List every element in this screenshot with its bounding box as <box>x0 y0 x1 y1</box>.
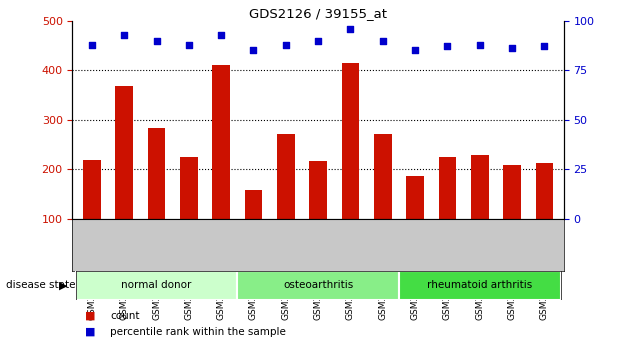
Point <box>442 44 452 49</box>
Bar <box>115 86 133 219</box>
Point <box>151 38 161 43</box>
Point <box>475 42 485 47</box>
Point <box>507 46 517 51</box>
Bar <box>147 128 166 219</box>
Point <box>87 42 97 47</box>
Point <box>248 48 258 53</box>
Text: rheumatoid arthritis: rheumatoid arthritis <box>427 280 532 290</box>
Bar <box>277 134 295 219</box>
Bar <box>238 271 399 300</box>
Bar <box>503 165 521 219</box>
Point <box>281 42 291 47</box>
Bar <box>471 155 489 219</box>
Bar <box>244 190 262 219</box>
Bar <box>536 163 553 219</box>
Point <box>313 38 323 43</box>
Text: ■: ■ <box>85 327 96 337</box>
Text: normal donor: normal donor <box>122 280 192 290</box>
Text: ■: ■ <box>85 311 96 321</box>
Bar <box>438 157 456 219</box>
Text: count: count <box>110 311 140 321</box>
Text: osteoarthritis: osteoarthritis <box>283 280 353 290</box>
Bar <box>180 157 198 219</box>
Title: GDS2126 / 39155_at: GDS2126 / 39155_at <box>249 7 387 20</box>
Point <box>378 38 388 43</box>
Point <box>345 26 355 31</box>
Text: ▶: ▶ <box>59 280 67 290</box>
Point <box>539 44 549 49</box>
Bar <box>399 271 561 300</box>
Point <box>119 32 129 37</box>
Bar <box>83 159 101 219</box>
Bar <box>76 271 238 300</box>
Point <box>184 42 194 47</box>
Text: percentile rank within the sample: percentile rank within the sample <box>110 327 286 337</box>
Bar <box>212 65 230 219</box>
Bar <box>406 176 424 219</box>
Bar <box>341 63 359 219</box>
Bar <box>309 160 327 219</box>
Text: disease state: disease state <box>6 280 76 290</box>
Bar <box>374 134 392 219</box>
Point <box>216 32 226 37</box>
Point <box>410 48 420 53</box>
